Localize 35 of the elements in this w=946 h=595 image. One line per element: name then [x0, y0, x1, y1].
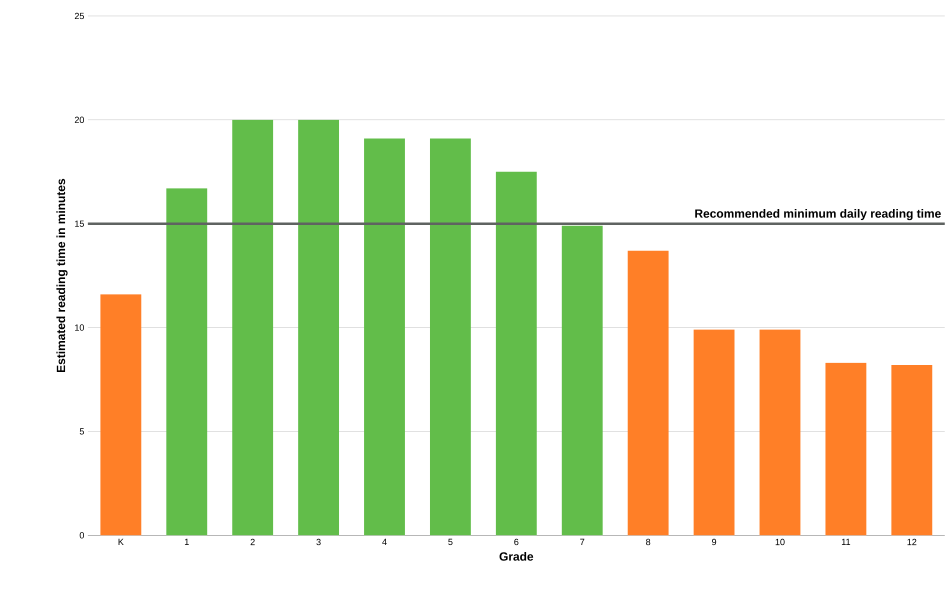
x-tick-label: 7 — [580, 538, 584, 545]
y-tick-label: 10 — [75, 324, 84, 331]
bar — [825, 362, 866, 536]
x-tick-label: 5 — [448, 538, 453, 545]
x-tick-label: 8 — [646, 538, 650, 546]
ref-line-label: Recommended minimum daily reading time — [695, 208, 941, 220]
y-tick-label: 25 — [74, 12, 84, 20]
x-tick-label: K — [118, 538, 124, 545]
bar — [760, 330, 800, 536]
y-tick-label: 0 — [80, 532, 84, 538]
bar — [430, 138, 471, 536]
y-tick-label: 20 — [74, 116, 84, 123]
x-tick-label: 2 — [250, 538, 255, 545]
y-axis-title: Estimated reading time in minutes — [56, 178, 68, 372]
bar — [496, 172, 537, 536]
bar — [364, 138, 405, 536]
bar — [694, 330, 735, 536]
x-tick-label: 3 — [316, 538, 321, 546]
x-tick-label: 4 — [382, 538, 387, 545]
y-tick-label: 15 — [75, 220, 84, 227]
bar — [891, 364, 932, 536]
x-tick-label: 11 — [842, 538, 850, 545]
x-tick-label: 9 — [712, 538, 716, 546]
x-tick-label: 6 — [514, 538, 518, 546]
bar — [100, 294, 142, 536]
bar — [562, 226, 603, 536]
y-tick-label: 5 — [80, 428, 84, 434]
x-tick-label: 10 — [776, 538, 785, 546]
bar — [298, 120, 340, 536]
x-axis-title: Grade — [500, 552, 534, 561]
x-tick-label: 12 — [908, 538, 916, 545]
x-tick-label: 1 — [184, 538, 189, 545]
bar — [232, 120, 274, 536]
bar — [166, 188, 208, 536]
bar — [628, 250, 669, 536]
